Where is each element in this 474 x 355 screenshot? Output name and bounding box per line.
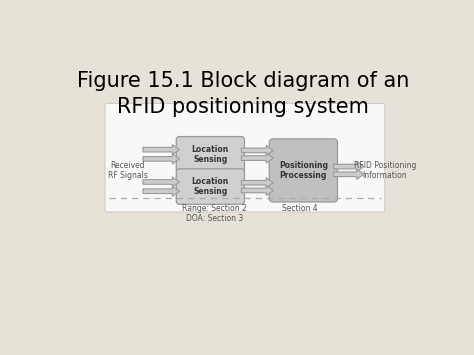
Text: Figure 15.1 Block diagram of an: Figure 15.1 Block diagram of an [77, 71, 409, 91]
FancyBboxPatch shape [269, 139, 337, 202]
Text: Location
Sensing: Location Sensing [192, 177, 229, 196]
Text: RFID positioning system: RFID positioning system [117, 97, 369, 116]
FancyArrow shape [143, 177, 179, 187]
FancyArrow shape [241, 153, 273, 163]
Text: Location
Sensing: Location Sensing [192, 144, 229, 164]
FancyArrow shape [241, 178, 273, 188]
Text: Positioning
Processing: Positioning Processing [279, 161, 328, 180]
FancyArrow shape [143, 154, 179, 164]
FancyBboxPatch shape [176, 137, 245, 172]
FancyBboxPatch shape [176, 169, 245, 204]
Text: Received
RF Signals: Received RF Signals [108, 161, 147, 180]
FancyBboxPatch shape [105, 103, 385, 212]
FancyArrow shape [143, 186, 179, 196]
Text: Section 4: Section 4 [282, 203, 317, 213]
FancyArrow shape [241, 146, 273, 155]
Text: Range: Section 2
DOA: Section 3: Range: Section 2 DOA: Section 3 [182, 203, 246, 223]
Text: RFID Positioning
Information: RFID Positioning Information [354, 161, 416, 180]
FancyArrow shape [334, 169, 364, 179]
FancyArrow shape [241, 185, 273, 196]
FancyArrow shape [143, 144, 179, 155]
FancyArrow shape [334, 162, 364, 171]
